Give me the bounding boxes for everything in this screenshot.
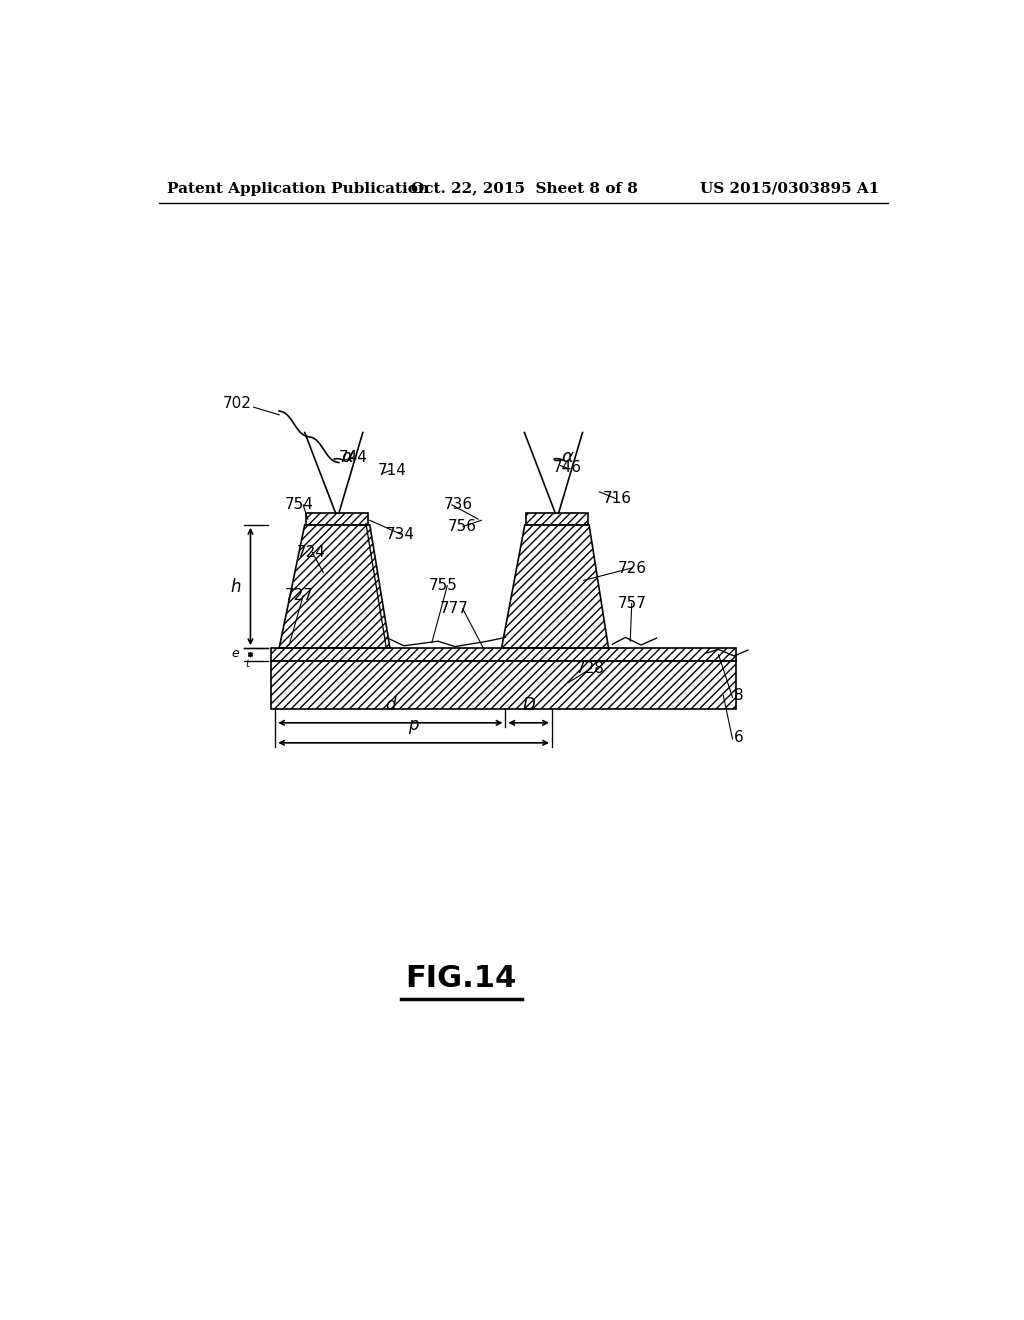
Text: 754: 754 xyxy=(285,498,313,512)
Text: 736: 736 xyxy=(444,498,473,512)
Bar xyxy=(271,648,736,661)
Text: 8: 8 xyxy=(734,688,743,704)
Text: 716: 716 xyxy=(602,491,632,507)
Text: US 2015/0303895 A1: US 2015/0303895 A1 xyxy=(700,182,880,195)
Text: Oct. 22, 2015  Sheet 8 of 8: Oct. 22, 2015 Sheet 8 of 8 xyxy=(412,182,638,195)
Text: 746: 746 xyxy=(553,461,582,475)
Text: 724: 724 xyxy=(297,545,326,560)
Text: d: d xyxy=(385,697,395,714)
Text: p: p xyxy=(409,717,419,734)
Text: 6: 6 xyxy=(734,730,743,744)
Text: 734: 734 xyxy=(385,527,415,541)
Bar xyxy=(271,661,736,709)
Text: 727: 727 xyxy=(285,589,313,603)
Text: 702: 702 xyxy=(222,396,252,411)
Text: 744: 744 xyxy=(339,450,368,465)
Text: $\alpha$: $\alpha$ xyxy=(561,449,574,466)
Text: 728: 728 xyxy=(575,660,605,676)
Bar xyxy=(306,513,369,525)
Text: 777: 777 xyxy=(439,602,468,616)
Text: h: h xyxy=(230,578,241,595)
Bar xyxy=(526,513,588,525)
Text: 755: 755 xyxy=(429,578,458,593)
Text: 726: 726 xyxy=(617,561,647,576)
Text: e: e xyxy=(231,647,240,660)
Text: FIG.14: FIG.14 xyxy=(406,964,517,993)
Text: t: t xyxy=(245,659,249,669)
Text: 757: 757 xyxy=(617,595,647,611)
Text: Patent Application Publication: Patent Application Publication xyxy=(167,182,429,195)
Text: $\alpha$: $\alpha$ xyxy=(341,449,354,466)
Text: D: D xyxy=(522,697,536,714)
Text: 756: 756 xyxy=(447,519,476,535)
Text: 714: 714 xyxy=(378,463,407,478)
